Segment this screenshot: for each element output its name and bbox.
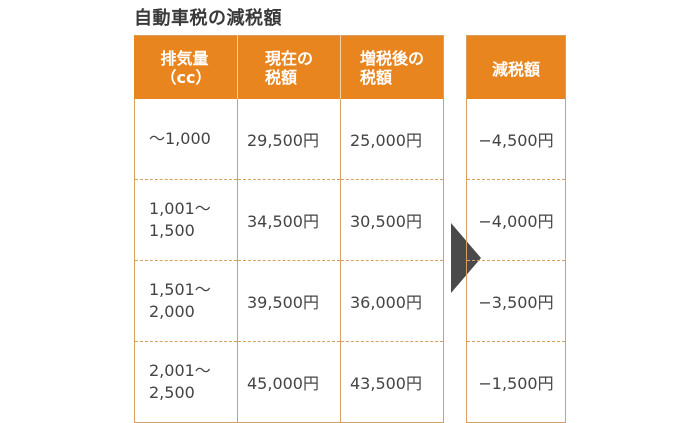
reduction-table: 減税額 −4,500円 −4,000円 −3,500円 −1,500円 (466, 35, 566, 423)
reduction-cell: −1,500円 (466, 341, 566, 423)
reduction-cell: −4,000円 (466, 179, 566, 261)
page-title: 自動車税の減税額 (134, 8, 282, 29)
displacement-line2: 2,500 (149, 383, 195, 402)
displacement-line2: 2,000 (149, 302, 195, 321)
displacement-line1: 1,501〜 (149, 280, 211, 299)
header-after-tax-line2: 税額 (359, 67, 392, 87)
table-header-row: 排気量 （cc） 現在の 税額 増税後の 税額 (134, 35, 444, 99)
displacement-cell: 1,001〜 1,500 (134, 179, 238, 261)
current-tax-cell: 45,000円 (237, 341, 341, 423)
after-tax-cell: 36,000円 (340, 260, 444, 342)
header-displacement-line2: （cc） (160, 67, 212, 87)
current-tax-cell: 29,500円 (237, 99, 341, 180)
reduction-cell: −4,500円 (478, 131, 554, 150)
table-row: −4,500円 (467, 99, 566, 180)
current-tax-cell: 34,500円 (237, 179, 341, 261)
after-tax-cell: 25,000円 (340, 99, 444, 180)
displacement-line2: 1,500 (149, 221, 195, 240)
reduction-cell: −3,500円 (466, 260, 566, 342)
table-row: −1,500円 (466, 341, 566, 423)
header-current-tax: 現在の 税額 (237, 35, 341, 99)
displacement-line1: 〜1,000 (149, 129, 211, 148)
table-row: 1,501〜 2,000 39,500円 36,000円 (134, 260, 444, 342)
header-after-tax-line1: 増税後の (359, 48, 424, 68)
current-tax-cell: 39,500円 (237, 260, 341, 342)
header-after-tax: 増税後の 税額 (340, 35, 444, 99)
table-row: 2,001〜 2,500 45,000円 43,500円 (134, 341, 444, 423)
header-current-tax-line2: 税額 (264, 67, 297, 87)
displacement-cell: 2,001〜 2,500 (134, 341, 238, 423)
after-tax-cell: 43,500円 (340, 341, 444, 423)
header-displacement-line1: 排気量 (160, 48, 209, 68)
after-tax-cell: 30,500円 (340, 179, 444, 261)
table-row: −4,000円 (466, 179, 566, 261)
displacement-cell: 〜1,000 (134, 99, 238, 180)
reduction-header-row: 減税額 (466, 35, 566, 99)
table-row: 〜1,000 29,500円 25,000円 (134, 99, 444, 180)
header-displacement: 排気量 （cc） (134, 35, 238, 99)
table-row: −3,500円 (466, 260, 566, 342)
displacement-line1: 1,001〜 (149, 199, 211, 218)
displacement-line1: 2,001〜 (149, 361, 211, 380)
displacement-cell: 1,501〜 2,000 (134, 260, 238, 342)
table-row: 1,001〜 1,500 34,500円 30,500円 (134, 179, 444, 261)
tax-table: 排気量 （cc） 現在の 税額 増税後の 税額 〜1,000 (134, 35, 444, 423)
header-reduction: 減税額 (466, 35, 566, 99)
header-current-tax-line1: 現在の (264, 48, 313, 68)
